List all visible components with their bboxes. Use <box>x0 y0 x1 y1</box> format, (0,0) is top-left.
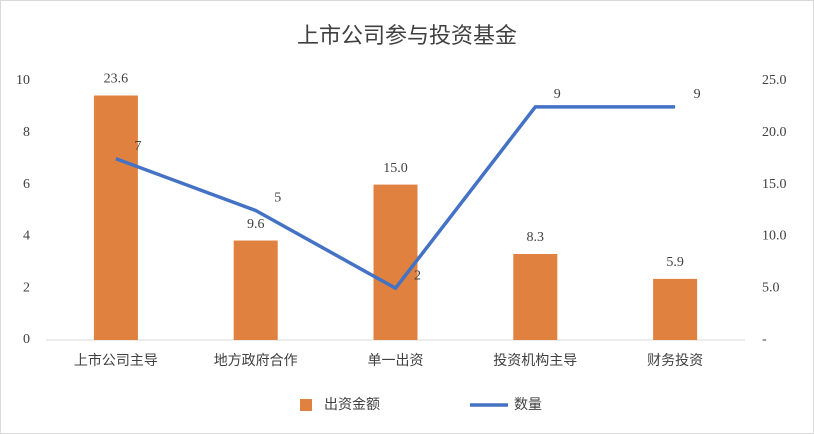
y-tick-label: 6 <box>23 177 30 192</box>
line-value-label: 9 <box>554 87 561 102</box>
line-value-label: 9 <box>694 87 701 102</box>
x-tick-label: 上市公司主导 <box>74 352 158 369</box>
y2-tick-label: 20.0 <box>762 125 787 140</box>
bar-value-label: 8.3 <box>527 230 545 245</box>
x-tick-label: 投资机构主导 <box>493 353 577 369</box>
x-tick-label: 财务投资 <box>647 353 703 369</box>
y-tick-label: 2 <box>23 280 30 295</box>
y2-tick-label: 25.0 <box>762 73 787 88</box>
y2-tick-label: - <box>762 332 767 347</box>
line-value-label: 2 <box>414 268 421 283</box>
y2-tick-label: 5.0 <box>762 280 780 295</box>
line-value-label: 7 <box>134 139 141 154</box>
line-value-label: 5 <box>274 191 281 206</box>
bar <box>373 184 418 340</box>
bar-value-label: 23.6 <box>104 72 129 87</box>
legend-label: 数量 <box>514 397 542 413</box>
bar <box>653 278 698 340</box>
x-tick-label: 单一出资 <box>368 353 424 369</box>
line <box>115 105 676 290</box>
bar <box>93 95 138 340</box>
bar-value-label: 5.9 <box>666 255 684 270</box>
y2-tick-label: 15.0 <box>762 177 787 192</box>
bar-value-label: 9.6 <box>247 217 265 232</box>
x-tick-label: 地方政府合作 <box>214 353 298 369</box>
chart-title: 上市公司参与投资基金 <box>297 23 517 48</box>
y-tick-label: 8 <box>23 125 30 140</box>
bar <box>233 240 278 340</box>
legend-label: 出资金额 <box>324 397 380 413</box>
legend-swatch <box>300 399 312 411</box>
y2-tick-label: 10.0 <box>762 229 787 244</box>
y-tick-label: 0 <box>23 332 30 347</box>
y-tick-label: 4 <box>23 229 30 244</box>
bar <box>513 254 558 340</box>
y-tick-label: 10 <box>16 73 30 88</box>
bar-value-label: 15.0 <box>383 161 408 176</box>
